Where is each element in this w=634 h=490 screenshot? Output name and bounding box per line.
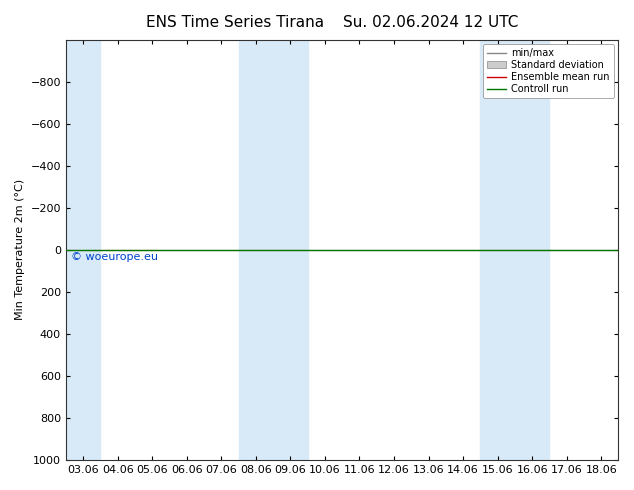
Text: © woeurope.eu: © woeurope.eu — [72, 252, 158, 262]
Y-axis label: Min Temperature 2m (°C): Min Temperature 2m (°C) — [15, 179, 25, 320]
Bar — [481, 40, 515, 460]
Bar — [66, 40, 100, 460]
Bar — [515, 40, 550, 460]
Text: Su. 02.06.2024 12 UTC: Su. 02.06.2024 12 UTC — [344, 15, 519, 30]
Text: ENS Time Series Tirana: ENS Time Series Tirana — [146, 15, 323, 30]
Bar — [238, 40, 273, 460]
Legend: min/max, Standard deviation, Ensemble mean run, Controll run: min/max, Standard deviation, Ensemble me… — [483, 45, 614, 98]
Bar — [273, 40, 307, 460]
